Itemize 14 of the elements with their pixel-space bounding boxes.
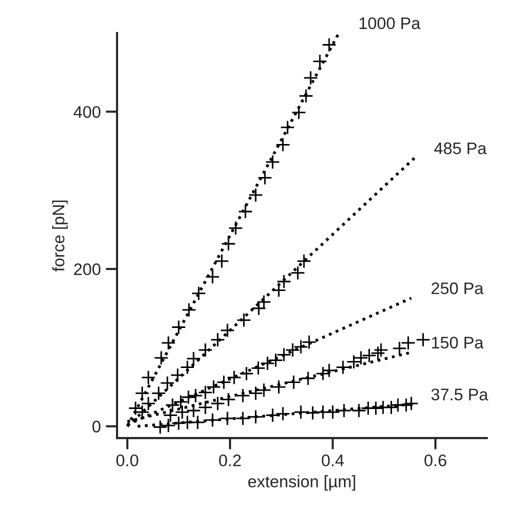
series-label: 37.5 Pa bbox=[431, 388, 488, 400]
y-tick-label: 400 bbox=[74, 106, 100, 118]
x-tick-label: 0.6 bbox=[424, 454, 446, 466]
y-tick-label: 200 bbox=[74, 263, 100, 276]
series-label: 150 Pa bbox=[432, 336, 484, 348]
y-axis-title: force [pN] bbox=[52, 200, 68, 272]
series-label: 250 Pa bbox=[432, 282, 484, 294]
x-axis-title: extension [µm] bbox=[248, 475, 356, 491]
series-label: 485 Pa bbox=[434, 142, 487, 154]
x-tick-label: 0.2 bbox=[219, 454, 241, 466]
y-tick-label: 0 bbox=[92, 420, 100, 432]
series-label: 1000 Pa bbox=[360, 17, 420, 30]
x-tick-label: 0.0 bbox=[116, 454, 138, 466]
x-tick-label: 0.4 bbox=[322, 454, 344, 466]
